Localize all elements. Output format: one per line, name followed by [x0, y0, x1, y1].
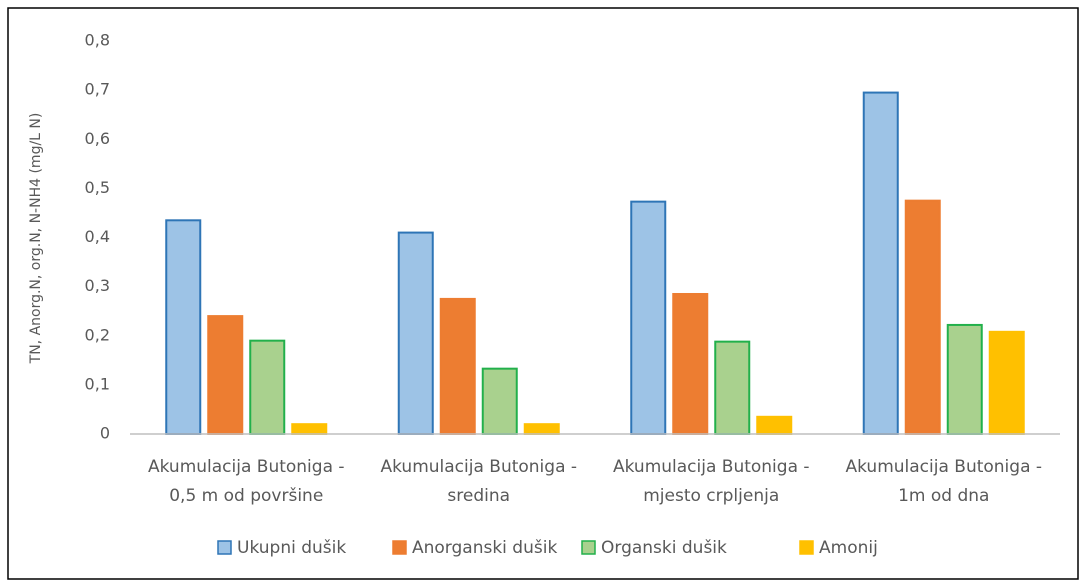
x-tick-line: mjesto crpljenja — [643, 486, 779, 506]
legend-label: Anorganski dušik — [412, 538, 557, 558]
x-tick-label: Akumulacija Butoniga - mjesto crpljenja — [613, 457, 810, 506]
bar — [714, 340, 751, 435]
bar — [862, 91, 899, 436]
legend-swatch — [581, 540, 596, 555]
y-tick-label: 0,1 — [85, 374, 110, 393]
chart-frame — [7, 7, 1079, 580]
bar — [249, 339, 286, 436]
y-tick-label: 0 — [100, 424, 110, 443]
y-tick-label: 0,5 — [85, 178, 110, 197]
x-tick-label: Akumulacija Butoniga - 0,5 m od površine — [148, 457, 345, 506]
x-tick-line: sredina — [447, 486, 510, 506]
y-axis-label: TN, Anorg.N, org.N, N-NH4 (mg/L N) — [28, 113, 44, 365]
bar — [630, 200, 667, 435]
bar — [481, 367, 518, 436]
legend-swatch — [217, 540, 232, 555]
legend-label: Organski dušik — [601, 538, 727, 558]
x-tick-line: Akumulacija Butoniga - — [380, 457, 577, 477]
x-tick-label: Akumulacija Butoniga - 1m od dna — [845, 457, 1042, 506]
bar — [439, 297, 476, 435]
bar — [946, 323, 983, 436]
bar — [291, 423, 328, 435]
bar — [165, 219, 202, 435]
x-tick-line: Akumulacija Butoniga - — [613, 457, 810, 477]
x-tick-line: Akumulacija Butoniga - — [148, 457, 345, 477]
legend-swatch — [799, 540, 814, 555]
y-tick-label: 0,3 — [85, 276, 110, 295]
bar — [523, 423, 560, 435]
legend-label: Amonij — [819, 538, 878, 558]
bar — [988, 330, 1025, 436]
y-tick-label: 0,6 — [85, 129, 110, 148]
y-tick-label: 0,7 — [85, 80, 110, 99]
bar — [207, 315, 244, 436]
legend-swatch — [392, 540, 407, 555]
y-tick-label: 0,8 — [85, 31, 110, 50]
x-tick-label: Akumulacija Butoniga - sredina — [380, 457, 577, 506]
x-tick-line: 0,5 m od površine — [169, 486, 323, 506]
x-tick-line: Akumulacija Butoniga - — [845, 457, 1042, 477]
legend-label: Ukupni dušik — [237, 538, 346, 558]
x-tick-line: 1m od dna — [898, 486, 989, 506]
bar — [756, 415, 793, 435]
y-tick-label: 0,4 — [85, 227, 110, 246]
y-tick-label: 0,2 — [85, 325, 110, 344]
bar — [904, 199, 941, 435]
bar — [397, 231, 434, 435]
bar — [672, 292, 709, 435]
